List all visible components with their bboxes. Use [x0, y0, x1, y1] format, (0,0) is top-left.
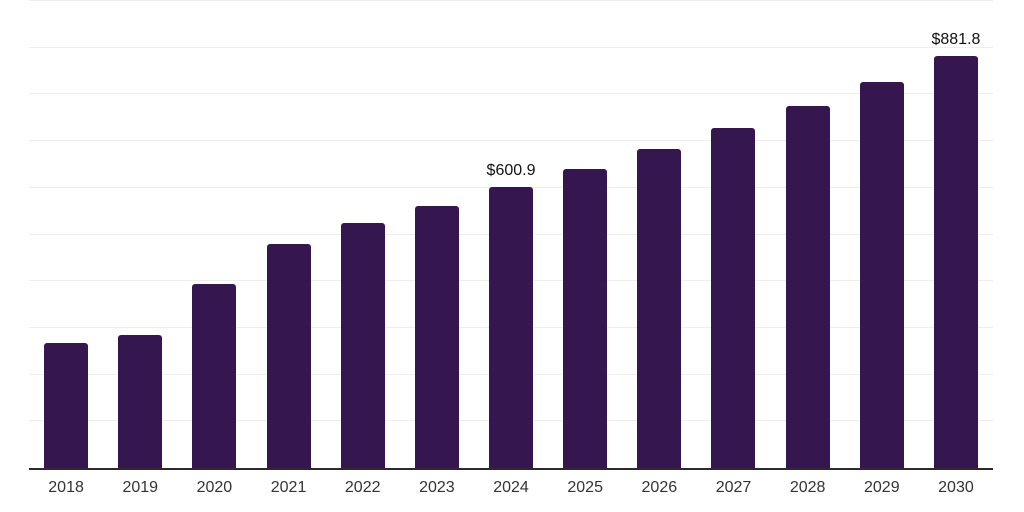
- bar-2030: [933, 56, 978, 468]
- gridline-700: [29, 140, 993, 142]
- bar-2025: [563, 168, 608, 468]
- gridline-1000: [29, 0, 993, 1]
- bar-slot-2020: [177, 1, 251, 468]
- x-tick-label-2021: 2021: [270, 479, 307, 496]
- bars-container: $600.9 $881.8: [29, 1, 993, 468]
- x-tick-label-2022: 2022: [344, 479, 381, 496]
- x-tick-label-2025: 2025: [567, 479, 603, 496]
- x-tick-label-2027: 2027: [715, 479, 752, 496]
- x-tick-label-2030: 2030: [938, 479, 974, 496]
- bar-slot-2019: [103, 1, 177, 468]
- bar-slot-2024: $600.9: [474, 1, 548, 468]
- bar-slot-2029: [845, 1, 919, 468]
- bar-slot-2030: $881.8: [919, 1, 993, 468]
- bar-2019: [118, 334, 163, 468]
- gridline-900: [29, 46, 993, 48]
- gridline-600: [29, 186, 993, 188]
- x-axis-labels: 2018 2019 2020 2021 2022 2023 2024 2025 2026 2027…: [29, 479, 993, 497]
- x-tick-label-2019: 2019: [122, 479, 159, 496]
- bar-slot-2025: [548, 1, 622, 468]
- gridline-800: [29, 93, 993, 95]
- bar-slot-2021: [251, 1, 325, 468]
- bar-2022: [340, 223, 385, 468]
- x-tick-label-2026: 2026: [641, 479, 678, 496]
- bar-slot-2026: [622, 1, 696, 468]
- x-tick-label-2020: 2020: [196, 479, 233, 496]
- x-tick-label-2023: 2023: [419, 479, 455, 496]
- bar-2020: [192, 283, 237, 468]
- bar-2021: [266, 243, 311, 468]
- value-label-2024: $600.9: [486, 162, 536, 180]
- bar-2018: [44, 343, 89, 468]
- bar-2027: [711, 128, 756, 468]
- bar-2026: [637, 149, 682, 468]
- bar-slot-2028: [771, 1, 845, 468]
- bar-2028: [785, 105, 830, 468]
- value-label-2030: $881.8: [931, 31, 981, 49]
- x-tick-label-2029: 2029: [864, 479, 900, 496]
- bar-2023: [414, 206, 459, 468]
- plot-area: $600.9 $881.8: [29, 0, 993, 470]
- bar-slot-2027: [696, 1, 770, 468]
- bar-slot-2023: [400, 1, 474, 468]
- bar-slot-2022: [326, 1, 400, 468]
- x-tick-label-2028: 2028: [789, 479, 826, 496]
- bar-2029: [859, 81, 904, 468]
- x-tick-label-2024: 2024: [493, 479, 529, 496]
- bar-2024: [489, 187, 534, 468]
- x-tick-label-2018: 2018: [48, 479, 84, 496]
- bar-slot-2018: [29, 1, 103, 468]
